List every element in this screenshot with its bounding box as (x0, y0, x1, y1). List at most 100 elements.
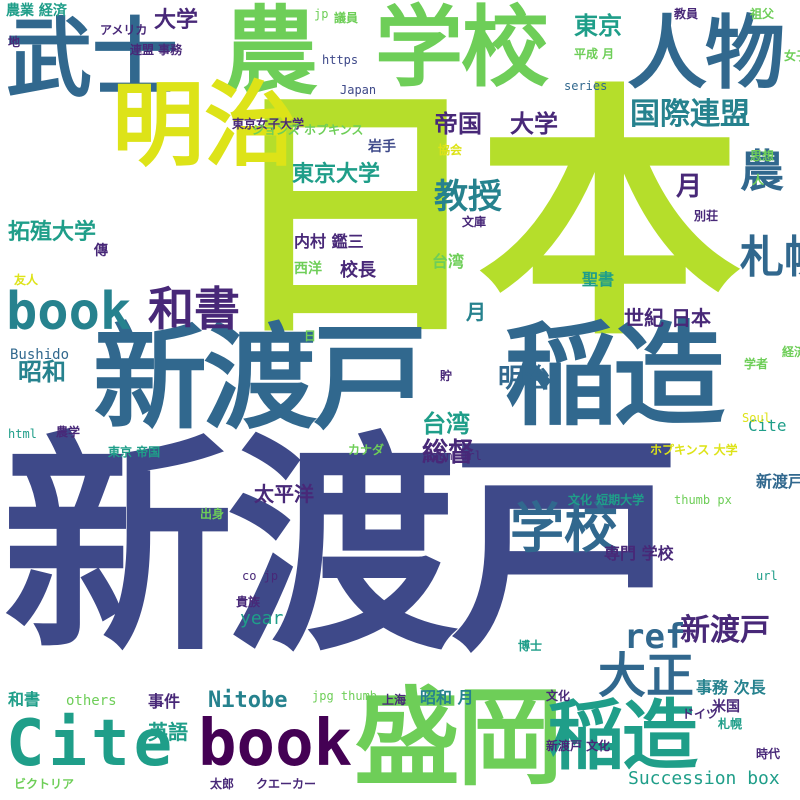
cloud-word: 人 (752, 173, 765, 187)
cloud-word: https (322, 53, 359, 67)
cloud-word: 太郎 (210, 777, 235, 791)
cloud-word: 事件 (148, 692, 181, 711)
cloud-word: 日 (304, 329, 317, 343)
cloud-word: 東京女子大学 (232, 117, 305, 131)
cloud-word: カナダ (348, 443, 385, 457)
cloud-word: 新渡戸 ref (756, 472, 800, 491)
cloud-word: 経済 専門 (782, 345, 800, 359)
cloud-word: 時代 (756, 747, 781, 761)
cloud-word: isbn url (424, 449, 482, 463)
cloud-word: book (6, 282, 132, 342)
cloud-word: 拓殖大学 (8, 220, 97, 245)
cloud-word: 台湾 (432, 252, 465, 271)
cloud-word: 祖父 (750, 7, 775, 21)
cloud-word: 専門 学校 (604, 544, 674, 563)
cloud-word: 農 (222, 0, 318, 108)
cloud-word: 傳 (94, 243, 108, 259)
cloud-word: html (8, 427, 37, 441)
cloud-word: 議員 (334, 11, 359, 25)
cloud-word: 稲造 (548, 691, 698, 780)
cloud-word: 思想 (750, 149, 775, 163)
cloud-word: 女子 経済 (784, 49, 800, 63)
cloud-word: クエーカー (256, 777, 317, 791)
cloud-word: book (198, 707, 353, 781)
cloud-word: 聖書 (582, 270, 615, 289)
cloud-word: 貴族 (236, 595, 261, 609)
cloud-word: 文化 (546, 689, 571, 703)
cloud-word: 地 (8, 35, 21, 49)
cloud-word: 武士 (6, 9, 178, 109)
cloud-word: 帝国 (434, 110, 482, 138)
cloud-word: 米国 (712, 699, 740, 715)
cloud-word: 和書 (148, 282, 240, 336)
cloud-word: 事務 次長 (696, 678, 766, 697)
cloud-word: 農業 経済 (6, 3, 67, 19)
cloud-word: Nitobe (208, 688, 288, 713)
cloud-word: others (66, 693, 117, 709)
cloud-word: 文庫 (462, 215, 487, 229)
cloud-word: 月 (466, 300, 486, 324)
cloud-word: url (756, 569, 778, 583)
cloud-word: jpg thumb (312, 689, 378, 703)
cloud-word: Japan (340, 83, 377, 97)
cloud-word: 東京 (574, 12, 622, 40)
cloud-word: ドイツ (682, 707, 719, 721)
cloud-word: 昭和 (18, 358, 66, 386)
cloud-word: 協会 (438, 143, 463, 157)
cloud-word: 大学 (510, 110, 558, 138)
cloud-word: 月 (676, 172, 703, 202)
cloud-word: 明治 (112, 72, 297, 179)
cloud-word: 連盟 (690, 97, 750, 132)
cloud-word: 太平洋 (254, 482, 314, 506)
cloud-word: 稲造 (505, 311, 725, 441)
cloud-word: 人物 (627, 7, 785, 100)
cloud-word: 教授 (434, 177, 502, 217)
cloud-word: 明治 (498, 364, 551, 394)
cloud-word: Cite (6, 707, 177, 781)
cloud-word: 学校 (510, 497, 618, 560)
cloud-word: 国際 (630, 97, 690, 132)
cloud-word: 岩手 (368, 139, 396, 155)
cloud-word: 博士 (518, 639, 543, 653)
cloud-word: 札幌 (718, 717, 743, 731)
cloud-word: 新渡戸 (2, 413, 682, 683)
cloud-word: 上海 (382, 693, 407, 707)
cloud-word: ref (624, 617, 686, 657)
cloud-word: 学者 (744, 357, 769, 371)
cloud-word: 教員 (674, 7, 699, 21)
cloud-word: 貯 (440, 369, 453, 383)
cloud-word: 新渡戸 (93, 312, 427, 445)
cloud-word: jp (314, 7, 329, 21)
cloud-word: series (564, 79, 608, 93)
cloud-word: 台湾 (422, 410, 470, 438)
cloud-word: 札幌 (740, 232, 800, 283)
cloud-word: 日本 (222, 63, 742, 371)
cloud-word: 総督 (422, 438, 475, 468)
cloud-word: 文化 短期大学 (568, 493, 645, 507)
cloud-word: 世紀 日本 (624, 306, 711, 330)
cloud-word: ジョンズ ホプキンス (252, 123, 364, 137)
cloud-word: Bushido (10, 347, 70, 363)
cloud-word: アメリカ (100, 23, 148, 37)
cloud-word: 内村 鑑三 (294, 232, 364, 251)
cloud-word: 農学 (56, 425, 81, 439)
cloud-word: 和書 (8, 690, 41, 709)
cloud-word: ビクトリア (14, 777, 75, 791)
cloud-word: 農 (740, 146, 784, 197)
cloud-word: 学校 (375, 0, 549, 99)
cloud-word: Cite (748, 416, 787, 435)
cloud-word: 別荘 (694, 209, 719, 223)
cloud-word: 連盟 事務 (130, 43, 183, 57)
cloud-word: 友人 (14, 273, 39, 287)
cloud-word: thumb px (674, 493, 732, 507)
cloud-word: 東京大学 (292, 162, 381, 187)
cloud-word: 西洋 (294, 261, 322, 277)
cloud-word: 大正 (598, 648, 695, 704)
cloud-word: 大学 (154, 8, 199, 33)
cloud-word: 英語 (148, 720, 188, 744)
cloud-word: 新渡戸 (680, 613, 770, 648)
cloud-word: 出身 (200, 507, 225, 521)
cloud-word: ホプキンス 大学 (650, 443, 738, 457)
cloud-word: 東京 帝国 (108, 445, 161, 459)
cloud-word: co jp (242, 569, 279, 583)
